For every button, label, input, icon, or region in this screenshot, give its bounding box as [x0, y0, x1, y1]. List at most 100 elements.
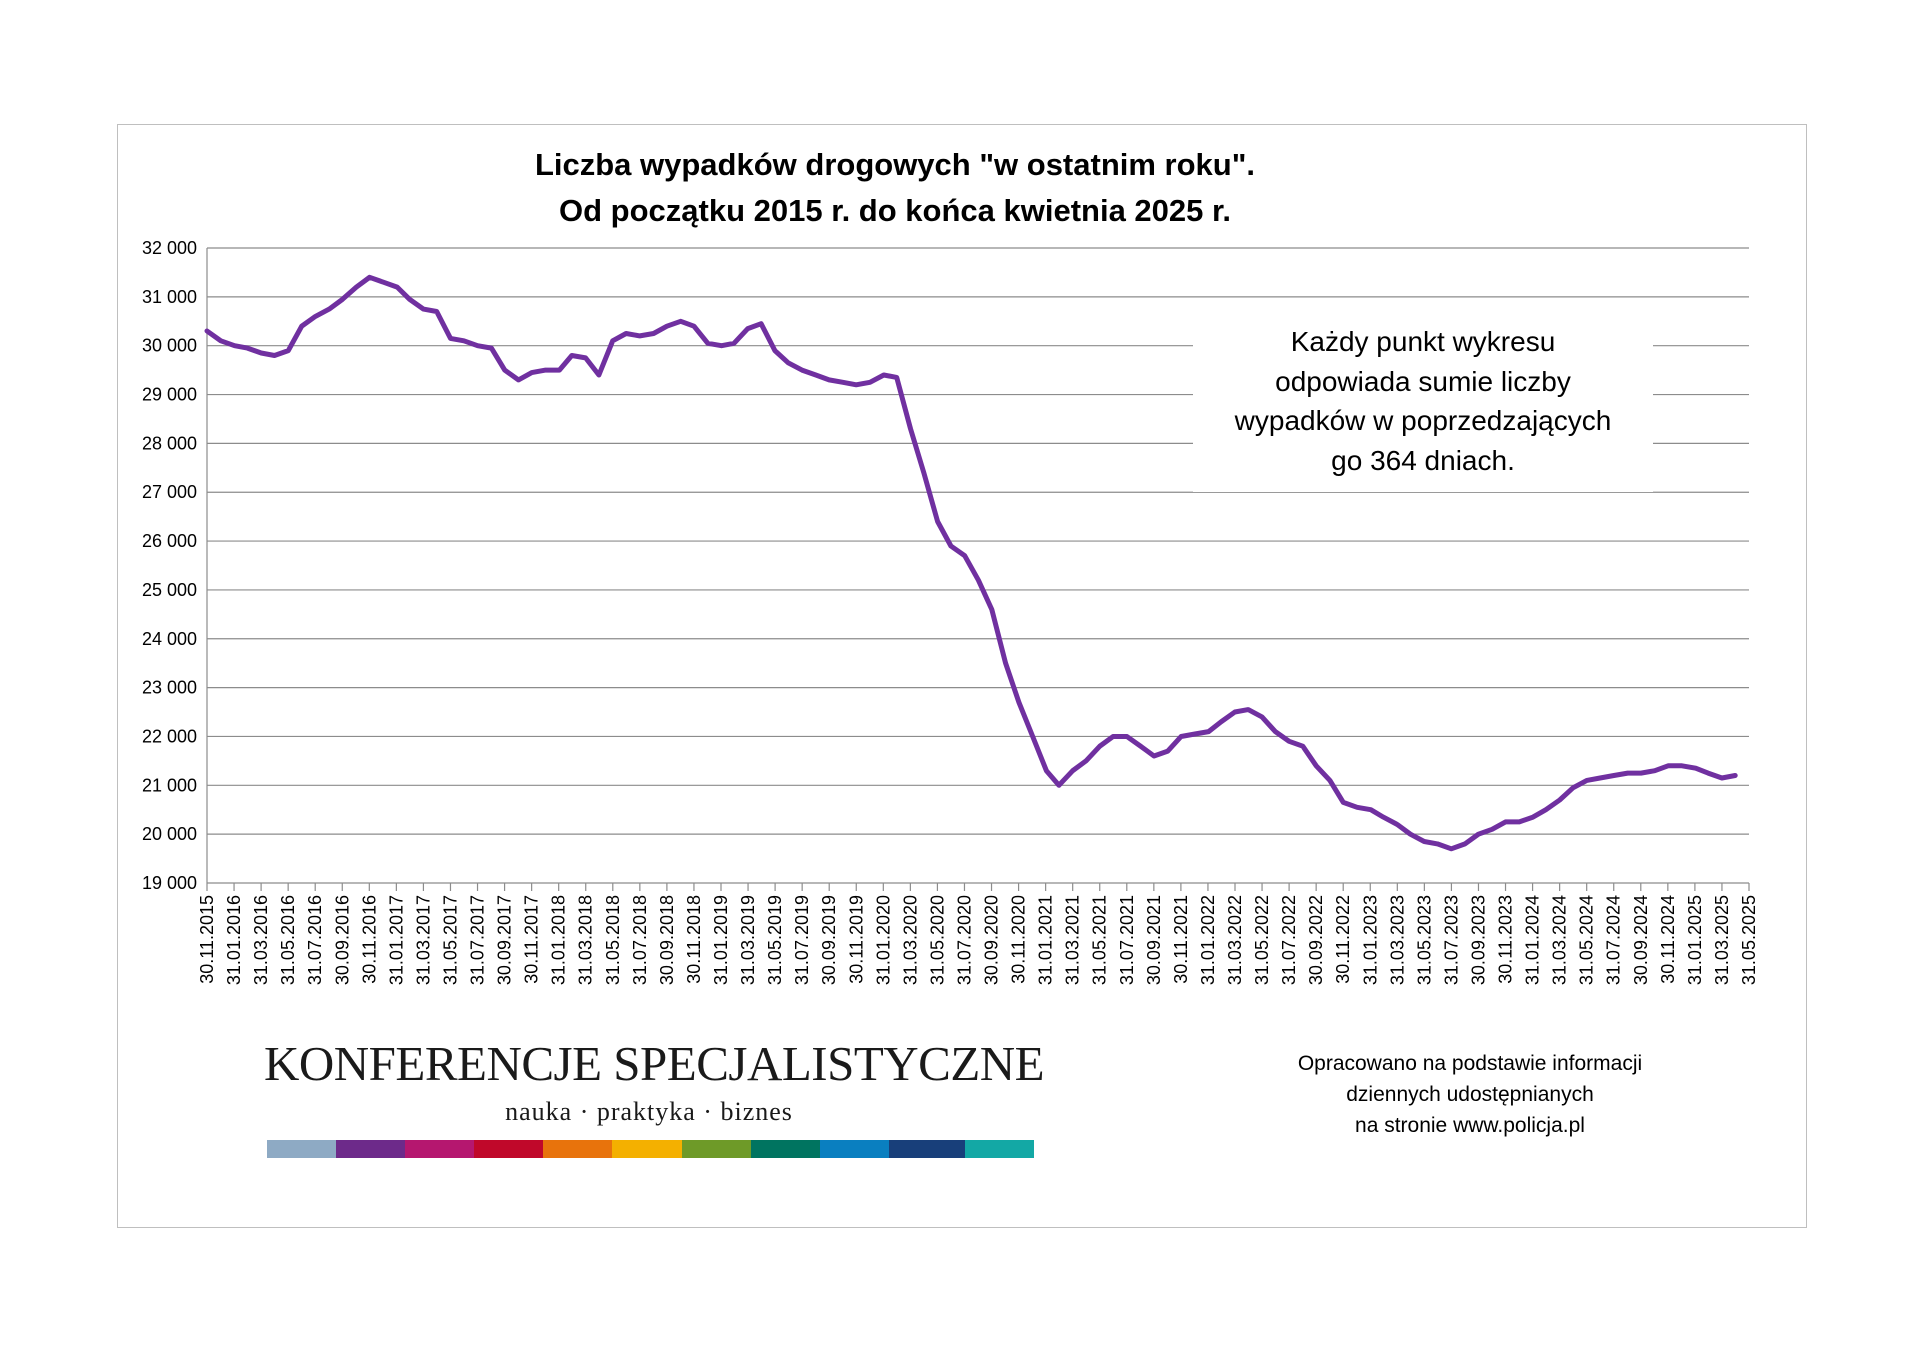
x-tick-label: 31.05.2024 [1577, 895, 1597, 985]
x-tick-label: 30.09.2019 [819, 895, 839, 985]
x-tick-label: 30.11.2023 [1496, 895, 1516, 984]
y-tick-label: 20 000 [142, 824, 197, 844]
x-tick-label: 31.01.2022 [1198, 895, 1218, 985]
credit-line: Opracowano na podstawie informacji [1297, 1052, 1643, 1075]
logo-bar-segment [543, 1140, 613, 1158]
y-tick-label: 29 000 [142, 385, 197, 405]
x-tick-label: 31.03.2025 [1712, 895, 1732, 985]
x-tick-label: 30.09.2020 [982, 895, 1002, 985]
x-tick-label: 31.05.2025 [1739, 895, 1759, 985]
y-tick-label: 24 000 [142, 629, 197, 649]
x-tick-label: 30.11.2020 [1009, 895, 1029, 984]
x-tick-label: 31.01.2017 [386, 895, 406, 985]
x-tick-label: 31.03.2021 [1063, 895, 1083, 985]
logo-subtitle: nauka · praktyka · biznes [505, 1097, 793, 1126]
annotation-line: odpowiada sumie liczby [1275, 365, 1571, 397]
x-tick-label: 31.01.2020 [873, 895, 893, 985]
x-tick-label: 30.09.2023 [1468, 895, 1488, 985]
y-tick-label: 25 000 [142, 580, 197, 600]
logo-color-bar [267, 1140, 1034, 1158]
x-tick-label: 31.03.2018 [576, 895, 596, 985]
x-tick-label: 31.01.2024 [1523, 895, 1543, 985]
x-tick-label: 31.01.2019 [711, 895, 731, 985]
x-tick-label: 30.11.2016 [359, 895, 379, 984]
logo-bar-segment [964, 1140, 1034, 1158]
x-tick-label: 30.09.2021 [1144, 895, 1164, 985]
y-tick-label: 22 000 [142, 726, 197, 746]
x-tick-label: 30.09.2017 [495, 895, 515, 985]
x-tick-label: 31.05.2022 [1252, 895, 1272, 985]
y-tick-label: 19 000 [142, 873, 197, 893]
x-tick-label: 31.01.2018 [549, 895, 569, 985]
credit-line: na stronie www.policja.pl [1355, 1114, 1585, 1137]
annotation-box: Każdy punkt wykresu odpowiada sumie licz… [1193, 319, 1653, 492]
x-tick-label: 31.07.2022 [1279, 895, 1299, 985]
x-tick-label: 31.05.2023 [1414, 895, 1434, 985]
x-tick-label: 31.01.2023 [1360, 895, 1380, 985]
x-tick-label: 31.07.2017 [468, 895, 488, 985]
source-credit: Opracowano na podstawie informacji dzien… [1270, 1048, 1670, 1141]
x-tick-label: 31.03.2022 [1225, 895, 1245, 985]
x-tick-label: 31.07.2023 [1441, 895, 1461, 985]
logo-bar-segment [474, 1140, 544, 1158]
x-tick-label: 31.07.2020 [954, 895, 974, 985]
x-tick-label: 30.11.2024 [1658, 895, 1678, 984]
x-tick-label: 30.11.2022 [1333, 895, 1353, 984]
credit-line: dziennych udostępnianych [1346, 1083, 1594, 1106]
x-tick-label: 30.09.2022 [1306, 895, 1326, 985]
logo-title: KONFERENCJE SPECJALISTYCZNE [264, 1036, 1045, 1091]
x-tick-label: 31.03.2024 [1550, 895, 1570, 985]
annotation-line: Każdy punkt wykresu [1290, 326, 1556, 357]
y-tick-label: 23 000 [142, 678, 197, 698]
logo-bar-segment [888, 1140, 965, 1158]
y-tick-label: 26 000 [142, 531, 197, 551]
series-layer [204, 274, 1738, 852]
x-tick-label: 30.09.2018 [657, 895, 677, 985]
y-axis-ticks: 19 000 20 000 21 000 22 000 23 000 24 000 25 0… [142, 238, 197, 893]
x-tick-label: 31.05.2021 [1090, 895, 1110, 985]
x-tick-label: 31.03.2020 [900, 895, 920, 985]
x-tick-label: 31.05.2018 [603, 895, 623, 985]
logo-bar-segment [267, 1140, 337, 1158]
x-tick-label: 31.01.2021 [1036, 895, 1056, 985]
logo-bar-segment [612, 1140, 682, 1158]
y-tick-label: 28 000 [142, 433, 197, 453]
chart-title-line-1: Liczba wypadków drogowych "w ostatnim ro… [534, 147, 1256, 182]
x-tick-label: 30.11.2018 [684, 895, 704, 984]
logo-bar-segment [750, 1140, 820, 1158]
x-tick-label: 31.03.2016 [251, 895, 271, 985]
x-tick-label: 31.07.2019 [792, 895, 812, 985]
series-line [204, 274, 1738, 852]
x-tick-label: 30.09.2016 [332, 895, 352, 985]
x-tick-label: 30.11.2021 [1171, 895, 1191, 984]
annotation-line: wypadków w poprzedzających [1234, 405, 1612, 436]
x-tick-label: 31.03.2017 [413, 895, 433, 985]
x-tick-label: 31.07.2024 [1604, 895, 1624, 985]
x-tick-label: 31.03.2023 [1387, 895, 1407, 985]
x-tick-label: 30.11.2015 [197, 895, 217, 984]
x-axis-ticks: 30.11.2015 31.01.2016 31.03.2016 31.05.2016… [197, 883, 1759, 985]
x-tick-label: 31.07.2018 [630, 895, 650, 985]
x-tick-label: 31.07.2021 [1117, 895, 1137, 985]
x-tick-label: 30.11.2017 [522, 895, 542, 984]
logo-bar-segment [405, 1140, 475, 1158]
x-tick-label: 31.07.2016 [305, 895, 325, 985]
chart-title: Liczba wypadków drogowych "w ostatnim ro… [420, 142, 1370, 234]
annotation-line: go 364 dniach. [1331, 444, 1515, 476]
y-tick-label: 27 000 [142, 482, 197, 502]
x-tick-label: 31.01.2025 [1685, 895, 1705, 985]
x-tick-label: 31.03.2019 [738, 895, 758, 985]
x-tick-label: 31.05.2019 [765, 895, 785, 985]
chart-title-line-2: Od początku 2015 r. do końca kwietnia 20… [559, 193, 1231, 228]
x-tick-label: 30.11.2019 [846, 895, 866, 984]
chart-frame [117, 124, 1807, 1228]
x-tick-label: 31.01.2016 [224, 895, 244, 985]
logo-bar-segment [681, 1140, 751, 1158]
y-tick-label: 31 000 [142, 287, 197, 307]
x-tick-label: 31.05.2017 [440, 895, 460, 985]
x-tick-label: 31.05.2016 [278, 895, 298, 985]
logo-bar-segment [819, 1140, 889, 1158]
logo-bar-segment [336, 1140, 406, 1158]
y-tick-label: 32 000 [142, 238, 197, 258]
y-tick-label: 21 000 [142, 775, 197, 795]
